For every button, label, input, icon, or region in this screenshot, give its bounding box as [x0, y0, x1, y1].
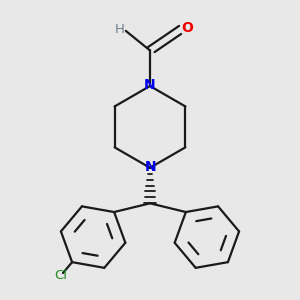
Text: O: O	[181, 21, 193, 35]
Text: N: N	[145, 160, 157, 174]
Text: H: H	[115, 23, 125, 36]
Text: N: N	[144, 78, 156, 92]
Text: Cl: Cl	[55, 269, 68, 282]
